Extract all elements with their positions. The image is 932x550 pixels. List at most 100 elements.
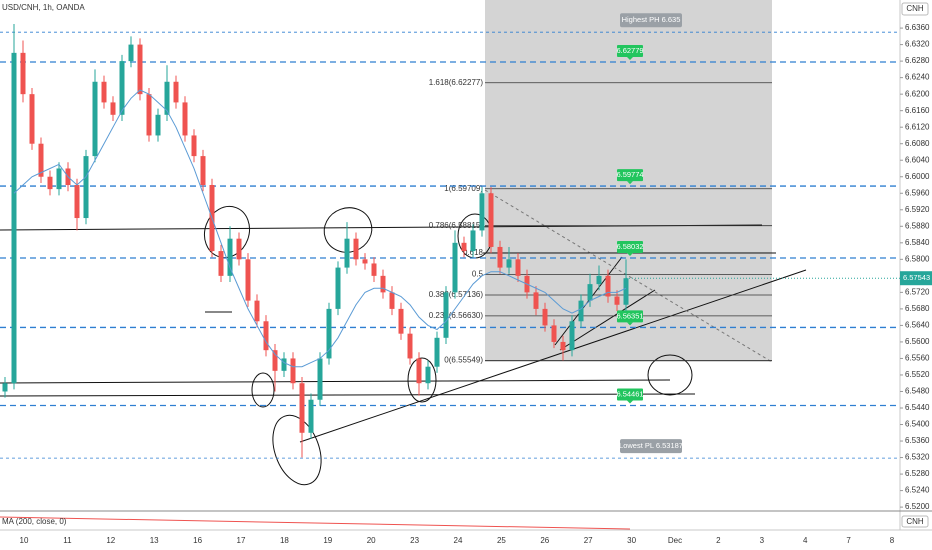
chart-title: USD/CNH, 1h, OANDA (2, 3, 85, 12)
candle-body (506, 259, 512, 268)
x-tick-label: 13 (150, 536, 159, 545)
candle-body (380, 275, 386, 293)
x-tick-label: 7 (846, 536, 851, 545)
candle-body (605, 275, 611, 297)
currency-box (901, 2, 929, 16)
y-tick-label: 6.5560 (905, 354, 930, 363)
candle-body (56, 168, 62, 190)
y-tick-label: 6.6080 (905, 139, 930, 148)
x-tick-label: 26 (540, 536, 549, 545)
trend-line (0, 379, 671, 384)
candle-body (2, 383, 8, 392)
fib-label: 0.5 (472, 270, 484, 279)
candle-body (326, 308, 332, 359)
y-tick-label: 6.6000 (905, 172, 930, 181)
candle-body (245, 259, 251, 301)
y-tick-label: 6.5280 (905, 469, 930, 478)
x-tick-label: 12 (106, 536, 115, 545)
channel-line (554, 256, 623, 346)
y-tick-label: 6.6240 (905, 73, 930, 82)
y-tick-label: 6.5440 (905, 403, 930, 412)
candle-body (11, 52, 17, 384)
level-tag-pointer (627, 253, 633, 257)
level-tag-label: 6.56351 (616, 311, 643, 320)
y-tick-label: 6.5800 (905, 254, 930, 263)
channel-line (559, 289, 656, 351)
x-tick-label: 16 (193, 536, 202, 545)
candle-body (515, 259, 521, 276)
candle-body (389, 292, 395, 309)
candle-body (281, 358, 287, 371)
x-tick-label: 24 (454, 536, 463, 545)
indicator-line (0, 516, 631, 530)
currency: CNH (906, 517, 924, 526)
y-tick-label: 6.5200 (905, 502, 930, 511)
candle-body (74, 185, 80, 219)
indicator-label: MA (200, close, 0) (2, 517, 67, 526)
candle-body (155, 114, 161, 136)
candle-body (20, 52, 26, 95)
candle-body (452, 242, 458, 293)
candle-body (299, 383, 305, 433)
x-tick-label: Dec (668, 536, 682, 545)
x-tick-label: 27 (584, 536, 593, 545)
y-tick-label: 6.6360 (905, 23, 930, 32)
extreme-tag-label: Highest PH 6.635 (622, 15, 681, 24)
candle-body (623, 278, 629, 305)
level-tag-label: 6.54461 (616, 389, 643, 398)
candle-body (290, 358, 296, 384)
y-tick-label: 6.6280 (905, 56, 930, 65)
trend-line (0, 393, 696, 397)
circle-note (251, 372, 275, 408)
candle-body (488, 193, 494, 247)
level-tag (617, 388, 643, 401)
fib-label: 0.786(6.58815) (429, 221, 484, 230)
circle-note (272, 414, 322, 486)
candle-body (236, 238, 242, 260)
y-tick-label: 6.5720 (905, 287, 930, 296)
candle-body (317, 358, 323, 400)
candle-body (479, 193, 485, 231)
x-tick-label: 4 (803, 536, 808, 545)
y-tick-label: 6.6120 (905, 122, 930, 131)
y-tick-label: 6.5400 (905, 420, 930, 429)
candle-body (614, 296, 620, 305)
x-tick-label: 2 (716, 536, 721, 545)
candle-body (497, 246, 503, 268)
x-tick-label: 18 (280, 536, 289, 545)
extreme-tag-label: Lowest PL 6.53187 (619, 441, 683, 450)
candle-body (425, 366, 431, 384)
last-price-tag (900, 271, 932, 286)
candle-body (470, 230, 476, 252)
fib-label: 1.618(6.62277) (429, 78, 484, 87)
x-tick-label: 3 (760, 536, 765, 545)
candle-body (92, 81, 98, 157)
candle-body (263, 321, 269, 351)
candle-body (146, 94, 152, 136)
fib-diagonal (484, 189, 773, 363)
candle-body (191, 135, 197, 157)
level-tag-pointer (627, 56, 633, 60)
candle-body (164, 81, 170, 115)
candle-body (38, 143, 44, 177)
last-price-label: 6.57543 (903, 273, 930, 282)
candle-body (308, 399, 314, 433)
level-tag (617, 44, 643, 57)
y-tick-label: 6.5600 (905, 337, 930, 346)
candle-body (137, 44, 143, 95)
level-tag (617, 310, 643, 323)
fib-label: 1(6.59709) (444, 184, 483, 193)
candle-body (587, 284, 593, 301)
y-tick-label: 6.6040 (905, 155, 930, 164)
y-tick-label: 6.5480 (905, 387, 930, 396)
candle-body (218, 251, 224, 276)
y-tick-label: 6.6320 (905, 40, 930, 49)
candle-body (29, 94, 35, 144)
candle-body (362, 259, 368, 264)
candle-body (533, 292, 539, 309)
candle-body (272, 350, 278, 371)
candle-body (407, 333, 413, 359)
moving-average (13, 89, 627, 368)
x-tick-label: 23 (410, 536, 419, 545)
